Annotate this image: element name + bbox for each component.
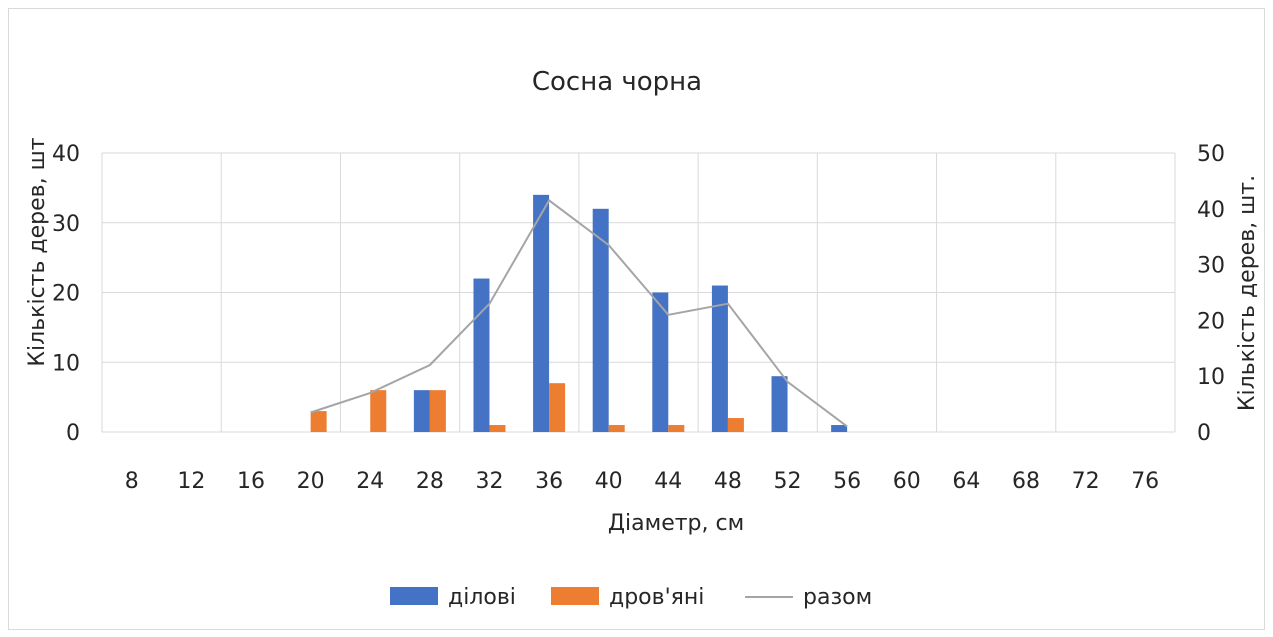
y2-tick-label: 40 — [1197, 198, 1225, 223]
legend-swatch-drovyani — [551, 587, 599, 605]
bar-drovyani — [728, 418, 744, 432]
x-tick-label: 48 — [714, 469, 742, 494]
bar-drovyani — [311, 411, 327, 432]
x-tick-label: 24 — [356, 469, 384, 494]
bar-dilovi — [533, 195, 549, 432]
bar-drovyani — [489, 425, 505, 432]
x-tick-label: 8 — [125, 469, 139, 494]
chart-title: Сосна чорна — [532, 67, 702, 97]
y2-tick-label: 50 — [1197, 142, 1225, 167]
x-tick-label: 36 — [535, 469, 563, 494]
x-tick-label: 64 — [952, 469, 980, 494]
x-tick-label: 68 — [1012, 469, 1040, 494]
y-tick-label: 30 — [52, 212, 80, 237]
y2-axis-title: Кількість дерев, шт. — [1235, 175, 1260, 411]
x-tick-label: 20 — [297, 469, 325, 494]
x-axis-title: Діаметр, см — [608, 511, 744, 536]
bar-dilovi — [772, 376, 788, 432]
bar-drovyani — [668, 425, 684, 432]
tick-labels: 0 10 20 30 40 0 10 20 30 40 50 8 12 16 20 24 28 32 36 40 44 4… — [52, 142, 1225, 494]
legend-label-dilovi: ділові — [448, 585, 516, 610]
bar-drovyani — [609, 425, 625, 432]
x-tick-label: 40 — [595, 469, 623, 494]
x-tick-label: 28 — [416, 469, 444, 494]
y-tick-label: 40 — [52, 142, 80, 167]
x-tick-label: 32 — [475, 469, 503, 494]
y-axis-title: Кількість дерев, шт — [25, 137, 50, 366]
bar-dilovi — [712, 286, 728, 432]
y-tick-label: 10 — [52, 351, 80, 376]
gridlines — [102, 153, 1175, 432]
x-tick-label: 52 — [774, 469, 802, 494]
x-tick-label: 44 — [654, 469, 682, 494]
y-tick-label: 20 — [52, 282, 80, 307]
y2-tick-label: 20 — [1197, 309, 1225, 334]
legend-label-drovyani: дров'яні — [609, 585, 704, 610]
bar-drovyani — [430, 390, 446, 432]
bar-drovyani — [549, 383, 565, 432]
x-tick-label: 16 — [237, 469, 265, 494]
x-tick-label: 12 — [177, 469, 205, 494]
y2-tick-label: 10 — [1197, 365, 1225, 390]
bar-drovyani — [370, 390, 386, 432]
bar-dilovi — [473, 279, 489, 432]
x-tick-label: 72 — [1072, 469, 1100, 494]
x-tick-label: 76 — [1131, 469, 1159, 494]
legend-label-razom: разом — [803, 585, 872, 610]
x-tick-label: 60 — [893, 469, 921, 494]
legend: ділові дров'яні разом — [390, 585, 872, 610]
legend-swatch-dilovi — [390, 587, 438, 605]
bar-dilovi — [414, 390, 430, 432]
bar-dilovi — [831, 425, 847, 432]
y2-tick-label: 0 — [1197, 421, 1211, 446]
x-tick-label: 56 — [833, 469, 861, 494]
y-tick-label: 0 — [66, 421, 80, 446]
y2-tick-label: 30 — [1197, 254, 1225, 279]
